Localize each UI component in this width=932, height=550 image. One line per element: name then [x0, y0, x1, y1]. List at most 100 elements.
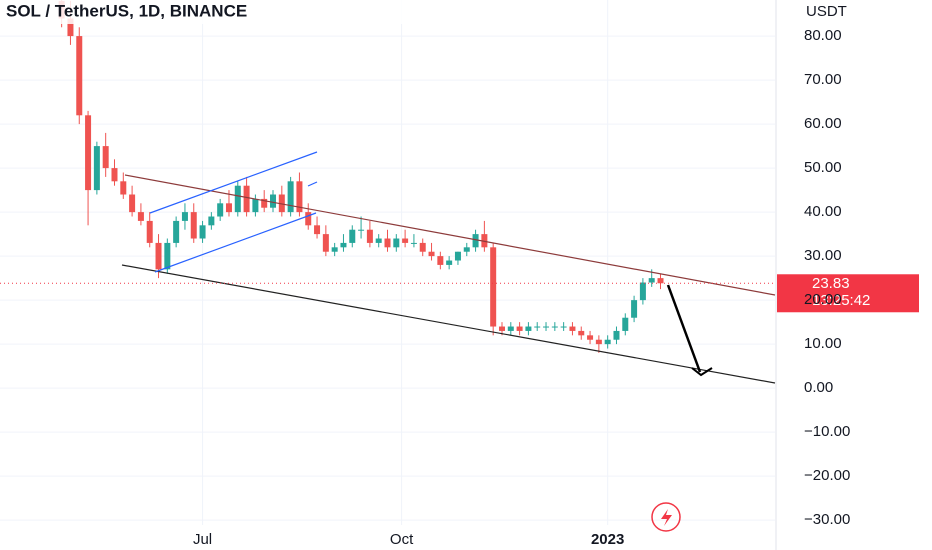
body: [402, 238, 409, 243]
body: [155, 242, 162, 270]
body: [270, 194, 277, 208]
body: [587, 335, 594, 340]
body: [208, 216, 215, 226]
logo-icon: [661, 509, 672, 526]
body: [296, 181, 303, 213]
body: [375, 238, 382, 243]
y-tick-label: 30.00: [804, 247, 842, 264]
body: [190, 212, 197, 239]
body: [437, 256, 444, 265]
body: [446, 260, 453, 265]
body: [516, 326, 523, 331]
x-tick-label: 2023: [591, 531, 624, 548]
body: [67, 18, 74, 37]
body: [217, 203, 224, 217]
last-price-text: 23.83: [812, 275, 850, 292]
arrow: [666, 284, 702, 373]
y-tick-label: −20.00: [804, 467, 850, 484]
body: [243, 185, 250, 213]
body: [261, 198, 268, 208]
body: [120, 181, 127, 195]
body: [358, 229, 365, 231]
y-tick-label: 0.00: [804, 379, 833, 396]
body: [454, 251, 461, 261]
arrow-head: [691, 367, 713, 377]
body: [181, 212, 188, 221]
body: [498, 326, 505, 331]
body: [481, 234, 488, 248]
y-tick-label: 70.00: [804, 71, 842, 88]
body: [252, 198, 259, 213]
y-tick-label: 20.00: [804, 291, 842, 308]
body: [340, 242, 347, 248]
body: [85, 115, 92, 191]
body: [129, 194, 136, 213]
body: [349, 229, 356, 243]
body: [622, 317, 629, 331]
chart-title: SOL / TetherUS, 1D, BINANCE: [6, 1, 247, 20]
body: [578, 330, 585, 336]
body: [173, 220, 180, 243]
trend-line: [121, 264, 776, 384]
body: [287, 181, 294, 213]
y-axis-label: USDT: [806, 3, 847, 20]
y-tick-label: −10.00: [804, 423, 850, 440]
body: [490, 247, 497, 327]
countdown: 13:25:42: [812, 292, 870, 309]
body: [534, 326, 541, 328]
body: [314, 225, 321, 235]
body: [560, 326, 567, 328]
body: [595, 339, 602, 345]
body: [613, 330, 620, 340]
body: [604, 339, 611, 345]
x-tick-label: Jul: [193, 531, 212, 548]
body: [631, 300, 638, 318]
body: [639, 282, 646, 301]
body: [322, 234, 329, 252]
body: [648, 278, 655, 283]
y-tick-label: 40.00: [804, 203, 842, 220]
channel-line: [307, 181, 318, 187]
body: [102, 146, 109, 169]
y-tick-label: 80.00: [804, 27, 842, 44]
body: [366, 229, 373, 243]
body: [384, 238, 391, 248]
body: [146, 220, 153, 243]
body: [551, 326, 558, 328]
candles: [58, 0, 664, 353]
x-tick-label: Oct: [390, 531, 414, 548]
body: [525, 326, 532, 331]
body: [164, 242, 171, 270]
body: [543, 326, 550, 328]
body: [419, 242, 426, 252]
body: [111, 168, 118, 182]
body: [657, 278, 664, 284]
y-tick-label: 10.00: [804, 335, 842, 352]
body: [305, 212, 312, 226]
body: [569, 326, 576, 331]
body: [410, 242, 417, 244]
title-bg: [0, 0, 420, 24]
body: [463, 247, 470, 252]
trend-line: [124, 174, 776, 296]
grid: [0, 0, 775, 525]
body: [225, 203, 232, 213]
body: [507, 326, 514, 331]
channel-line: [149, 151, 318, 214]
last-price-box: [777, 274, 919, 313]
body: [278, 194, 285, 213]
body: [199, 225, 206, 239]
y-tick-label: −30.00: [804, 511, 850, 528]
body: [137, 212, 144, 221]
body: [93, 146, 100, 191]
logo[interactable]: [651, 502, 681, 532]
channel-line: [154, 212, 317, 273]
body: [472, 234, 479, 248]
y-tick-label: 50.00: [804, 159, 842, 176]
body: [76, 36, 83, 116]
body: [393, 238, 400, 248]
y-tick-label: 60.00: [804, 115, 842, 132]
body: [234, 185, 241, 213]
